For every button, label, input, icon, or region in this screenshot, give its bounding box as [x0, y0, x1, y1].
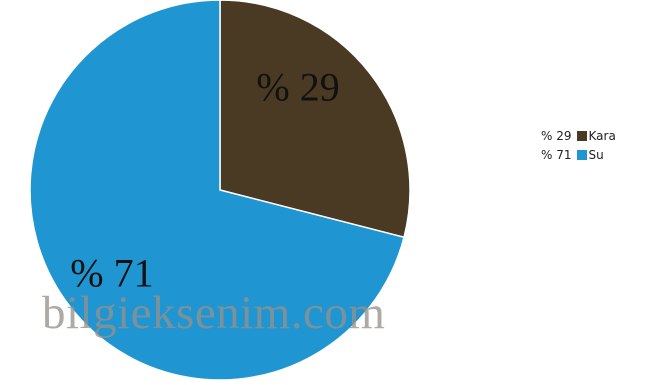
- legend: % 29 Kara % 71 Su: [541, 126, 616, 164]
- pie-slice-su: [29, 0, 405, 381]
- legend-item-kara: % 29 Kara: [541, 126, 616, 145]
- legend-swatch-su: [576, 149, 587, 160]
- pie-slice-kara: [219, 0, 411, 239]
- legend-label-kara: Kara: [588, 128, 616, 143]
- legend-swatch-kara: [576, 130, 587, 141]
- slice-label-kara: % 29: [256, 65, 339, 110]
- watermark: bilgieksenim.com: [42, 287, 386, 339]
- legend-value-kara: % 29: [541, 128, 572, 143]
- slice-label-su: % 71: [70, 250, 153, 295]
- legend-value-su: % 71: [541, 147, 572, 162]
- legend-label-su: Su: [588, 147, 604, 162]
- legend-item-su: % 71 Su: [541, 145, 616, 164]
